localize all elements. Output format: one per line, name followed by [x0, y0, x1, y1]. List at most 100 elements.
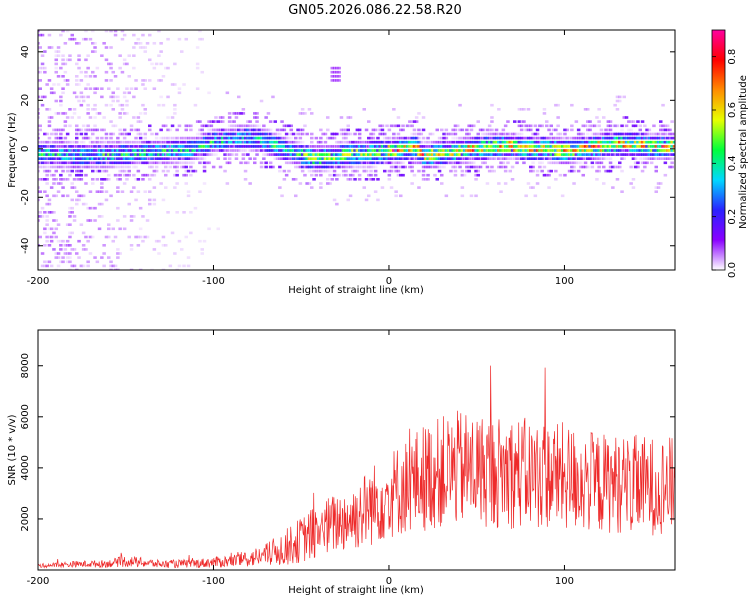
spectrogram-cell [656, 186, 661, 189]
spectrogram-cell [389, 153, 394, 156]
spectrogram-cell [629, 128, 633, 132]
spectrogram-cell [387, 161, 392, 165]
spectrogram-cell [670, 140, 674, 144]
spectrogram-cell [191, 157, 195, 160]
spectrogram-cell [138, 227, 143, 231]
spectrogram-cell [487, 157, 492, 160]
spectrogram-cell [43, 149, 47, 152]
spectrogram-cell [49, 173, 54, 177]
spectrogram-cell [492, 153, 496, 156]
spectrogram-cell [348, 161, 353, 165]
spectrogram-cell [184, 153, 188, 156]
spectrogram-cell [191, 149, 195, 152]
spectrogram-cell [184, 235, 188, 239]
spectrogram-cell [145, 140, 150, 144]
spectrogram-cell [93, 157, 97, 160]
spectrogram-cell [177, 161, 182, 165]
spectrogram-cell [519, 145, 524, 148]
spectrogram-cell [303, 153, 307, 156]
spectrogram-cell [631, 157, 636, 160]
spectrogram-cell [412, 140, 417, 144]
spectrogram-cell [56, 182, 61, 185]
spectrogram-cell [45, 182, 49, 185]
spectrogram-cell [351, 149, 355, 152]
spectrogram-cell [70, 140, 74, 144]
spectrogram-cell [118, 103, 122, 107]
spectrogram-cell [296, 153, 300, 156]
spectrogram-cell [239, 124, 243, 128]
spectrogram-cell [364, 157, 369, 160]
spectrogram-cell [437, 161, 442, 165]
spectrogram-cell [166, 140, 170, 144]
spectrogram-cell [364, 128, 369, 132]
spectrogram-cell [280, 153, 284, 156]
spectrogram-cell [401, 153, 405, 156]
spectrogram-cell [47, 211, 52, 214]
spectrogram-cell [604, 128, 608, 132]
spectrogram-cell [529, 128, 533, 132]
spectrogram-cell [668, 128, 672, 132]
spectrogram-cell [122, 132, 127, 136]
spectrogram-cell [218, 140, 223, 144]
spectrogram-cell [545, 145, 549, 148]
spectrogram-cell [654, 145, 658, 148]
spectrogram-cell [636, 140, 640, 144]
spectrogram-cell [310, 173, 314, 177]
spectrogram-cell [173, 108, 177, 111]
spectrogram-cell [243, 128, 248, 132]
colorbar-tick-label: 0.0 [727, 262, 738, 278]
spectrogram-cell [487, 140, 492, 144]
spectrogram-cell [49, 116, 54, 119]
spectrogram-cell [134, 157, 138, 160]
spectrogram-cell [102, 264, 106, 268]
spectrogram-cell [282, 140, 287, 144]
spectrogram-cell [670, 132, 674, 136]
spectrogram-cell [262, 136, 266, 140]
spectrogram-cell [604, 157, 608, 160]
spectrogram-cell [97, 145, 102, 148]
spectrogram-cell [303, 124, 307, 128]
spectrogram-cell [193, 140, 198, 144]
spectrogram-cell [494, 145, 499, 148]
spectrogram-cell [490, 136, 494, 140]
spectrogram-cell [339, 145, 344, 148]
spectrogram-cell [378, 124, 382, 128]
spectrogram-cell [45, 219, 49, 222]
spectrogram-cell [371, 153, 376, 156]
spectrogram-cell [52, 91, 56, 95]
spectrogram-cell [611, 145, 615, 148]
spectrogram-cell [202, 182, 207, 185]
spectrogram-cell [289, 124, 293, 128]
spectrogram-cell [175, 128, 179, 132]
spectrogram-cell [581, 153, 585, 156]
spectrogram-cell [364, 161, 369, 165]
spectrogram-cell [45, 202, 49, 206]
spectrogram-cell [200, 128, 204, 132]
spectrogram-cell [335, 153, 339, 156]
spectrogram-cell [109, 136, 113, 140]
spectrogram-cell [102, 169, 106, 173]
spectrogram-cell [376, 198, 380, 202]
spectrogram-cell [371, 128, 376, 132]
spectrogram-cell [97, 227, 102, 231]
spectrogram-cell [271, 136, 275, 140]
spectrogram-cell [257, 136, 261, 140]
spectrogram-cell [652, 132, 656, 136]
spectrogram-cell [428, 145, 433, 148]
spectrogram-cell [399, 173, 403, 177]
spectrogram-cell [328, 145, 332, 148]
spectrogram-cell [421, 145, 426, 148]
spectrogram-cell [307, 145, 312, 148]
spectrogram-cell [549, 161, 553, 165]
spectrogram-cell [364, 140, 369, 144]
spectrogram-cell [647, 153, 652, 156]
spectrogram-cell [122, 91, 127, 95]
spectrogram-cell [72, 186, 77, 189]
spectrogram-cell [81, 244, 86, 247]
spectrogram-cell [143, 79, 147, 82]
spectrogram-cell [348, 178, 353, 181]
spectrogram-cell [138, 132, 143, 136]
spectrogram-cell [435, 149, 439, 152]
spectrogram-cell [458, 136, 462, 140]
spectrogram-cell [68, 256, 72, 259]
